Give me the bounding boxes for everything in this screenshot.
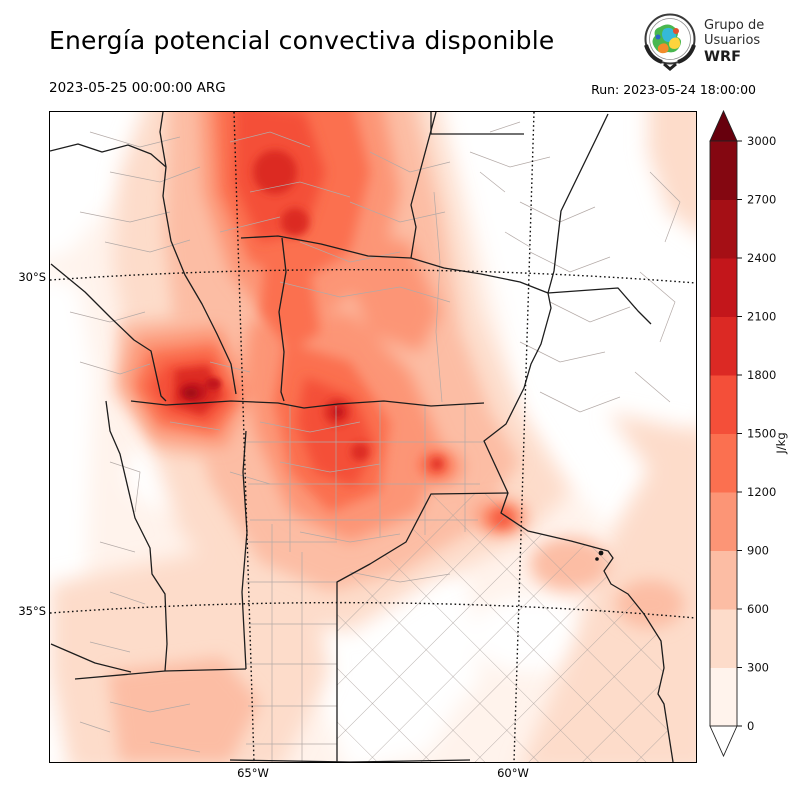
logo-text: Grupo de Usuarios WRF — [704, 18, 764, 66]
run-time-label: Run: 2023-05-24 18:00:00 — [591, 82, 756, 97]
logo-line-wrf: WRF — [704, 48, 742, 65]
graticule — [50, 112, 696, 762]
province-borders — [50, 112, 674, 762]
colorbar-segment — [710, 609, 737, 668]
colorbar-unit-label: J/kg — [774, 432, 788, 454]
colorbar-tick-label: 600 — [747, 602, 769, 616]
page-title: Energía potencial convectiva disponible — [49, 26, 555, 55]
colorbar-tick-label: 300 — [747, 661, 769, 675]
gridline-30s — [50, 269, 696, 284]
map-plot-area — [49, 111, 697, 763]
gridline-65w — [233, 112, 255, 762]
lat-label-35s: 35°S — [18, 604, 46, 618]
colorbar-segment — [710, 550, 737, 610]
colorbar-segment — [710, 258, 737, 317]
colorbar-tick-label: 900 — [747, 544, 769, 558]
logo-line-2: Usuarios — [704, 33, 761, 49]
colorbar-tick-label: 1200 — [747, 485, 776, 499]
lon-label-65w: 65°W — [237, 766, 269, 780]
colorbar-segment — [710, 316, 737, 376]
colorbar-segment — [710, 199, 737, 259]
lat-label-30s: 30°S — [18, 270, 46, 284]
colorbar-over-arrow — [709, 109, 738, 142]
colorbar-segment — [710, 141, 737, 200]
gridline-35s — [50, 601, 696, 619]
gridline-60w — [513, 112, 535, 762]
lon-label-60w: 60°W — [497, 766, 529, 780]
colorbar-tick-label: 3000 — [747, 134, 776, 148]
logo-line-1: Grupo de — [704, 18, 765, 34]
colorbar-tick-label: 1800 — [747, 368, 776, 382]
colorbar-segment — [710, 375, 737, 434]
colorbar-segment — [710, 433, 737, 493]
colorbar-tick-label: 2100 — [747, 310, 776, 324]
map-canvas — [50, 112, 696, 762]
cape-level-8 — [184, 388, 198, 398]
wrf-group-logo: Grupo de Usuarios WRF — [640, 10, 795, 74]
colorbar-tick-label: 1500 — [747, 427, 776, 441]
city-marks — [595, 550, 604, 561]
mosaic-region — [337, 493, 673, 762]
colorbar-tick-label: 0 — [747, 719, 754, 733]
colorbar: 0 300 600 900 1200 1500 1800 2100 2400 2700 3000 J/… — [709, 109, 788, 758]
colorbar-segment — [710, 667, 737, 727]
wrf-globe-icon — [644, 13, 696, 71]
colorbar-tick-label: 2700 — [747, 193, 776, 207]
globe-model-blobs — [652, 24, 681, 54]
colorbar-tick-label: 2400 — [747, 251, 776, 265]
colorbar-under-arrow — [709, 725, 738, 758]
valid-time-label: 2023-05-25 00:00:00 ARG — [49, 80, 226, 96]
colorbar-segment — [710, 492, 737, 551]
